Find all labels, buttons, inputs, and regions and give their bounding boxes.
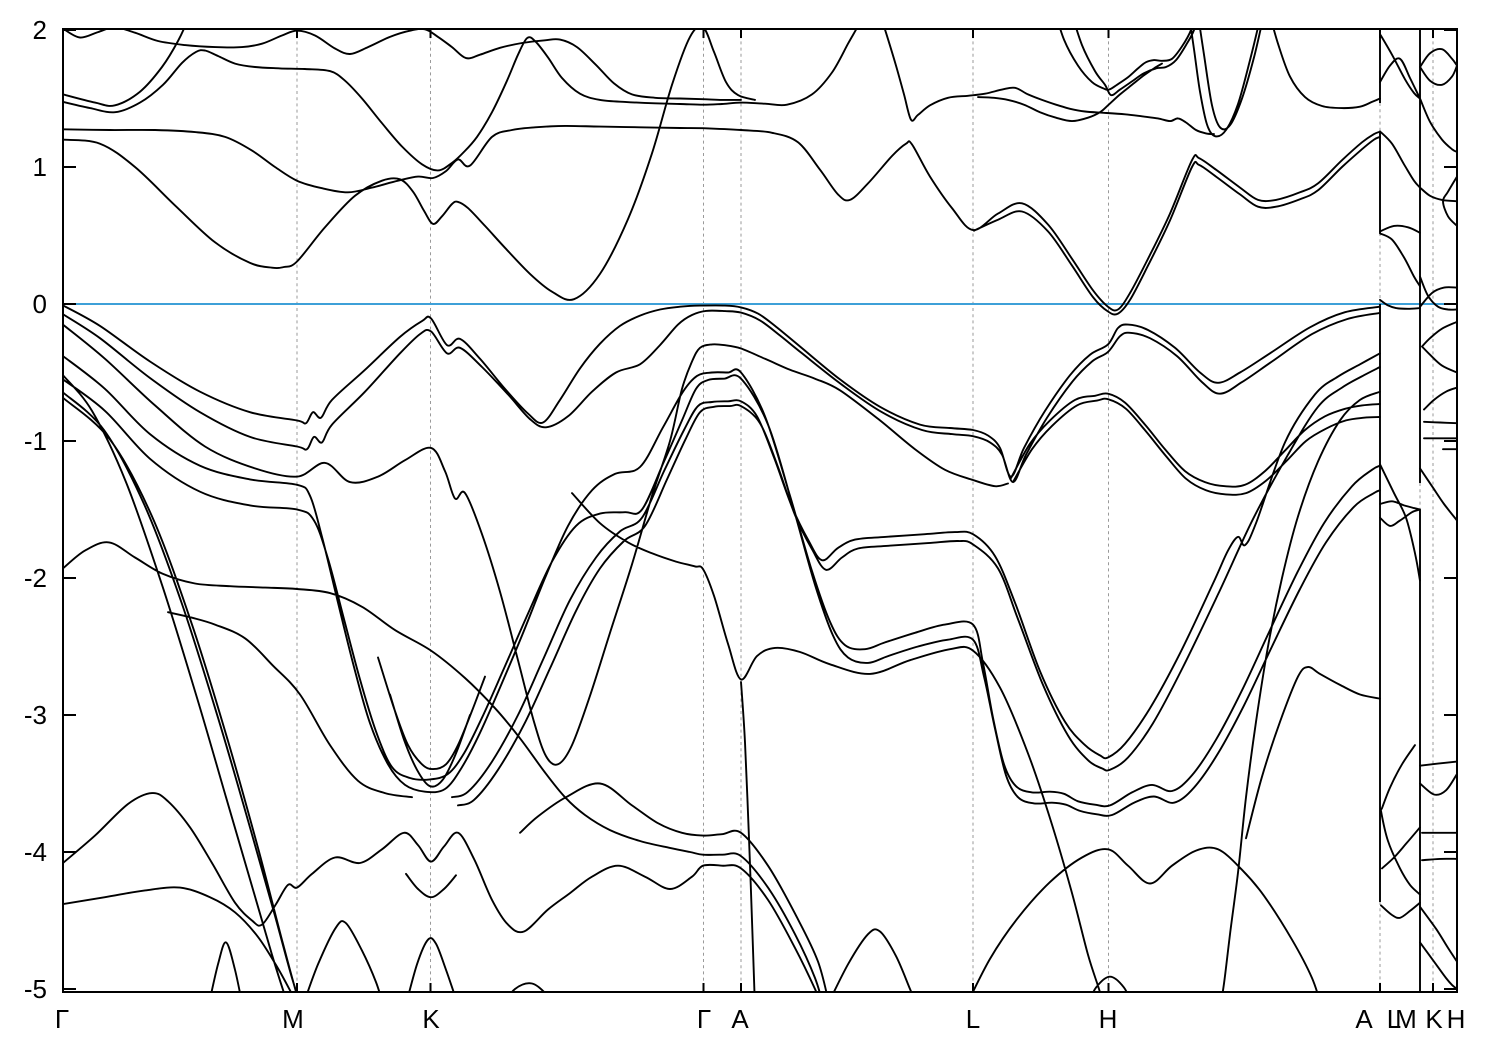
svg-text:H: H <box>1447 1004 1466 1034</box>
svg-text:-2: -2 <box>24 563 47 593</box>
svg-text:K: K <box>1425 1004 1443 1034</box>
svg-text:A: A <box>1355 1004 1373 1034</box>
svg-text:L: L <box>966 1004 980 1034</box>
svg-text:M: M <box>282 1004 304 1034</box>
svg-text:-3: -3 <box>24 700 47 730</box>
svg-text:Γ: Γ <box>697 1004 711 1034</box>
svg-text:1: 1 <box>33 152 47 182</box>
svg-text:L: L <box>1387 1004 1401 1034</box>
svg-text:Γ: Γ <box>55 1004 69 1034</box>
svg-text:-1: -1 <box>24 426 47 456</box>
svg-text:A: A <box>731 1004 749 1034</box>
svg-text:-5: -5 <box>24 974 47 1004</box>
svg-text:-4: -4 <box>24 837 47 867</box>
svg-text:0: 0 <box>33 289 47 319</box>
svg-text:K: K <box>422 1004 440 1034</box>
svg-text:M: M <box>1395 1004 1417 1034</box>
svg-text:2: 2 <box>33 15 47 45</box>
svg-text:H: H <box>1099 1004 1118 1034</box>
